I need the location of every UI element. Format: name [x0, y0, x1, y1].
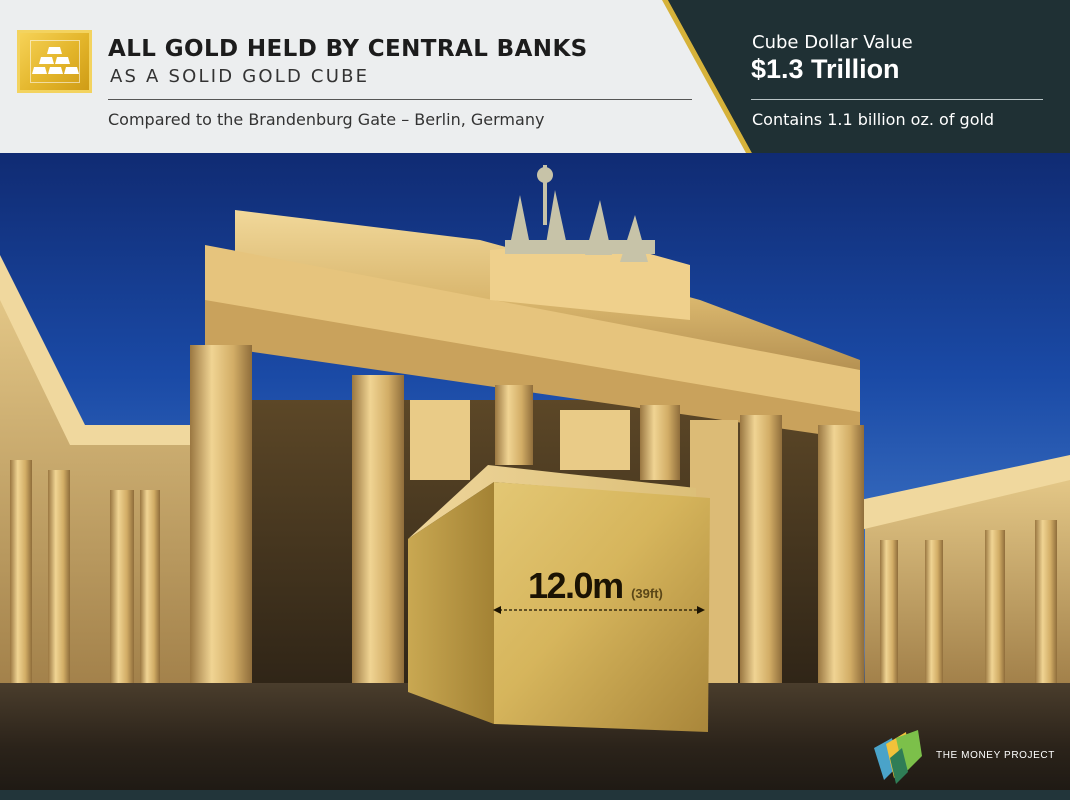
gold-bars-icon	[32, 47, 79, 74]
page-subtitle: AS A SOLID GOLD CUBE	[110, 66, 370, 87]
money-project-logo-icon	[874, 730, 922, 784]
comparison-caption: Compared to the Brandenburg Gate – Berli…	[108, 110, 545, 129]
right-wing-column	[925, 540, 943, 690]
header: ALL GOLD HELD BY CENTRAL BANKS AS A SOLI…	[0, 0, 1070, 153]
logo-frame	[30, 40, 80, 83]
gate-pier	[560, 410, 630, 470]
value-divider	[751, 99, 1043, 100]
right-wing-column	[880, 540, 898, 690]
right-wing-column	[1035, 520, 1057, 690]
gate-column	[495, 385, 533, 465]
cube-front-face	[494, 482, 710, 732]
cube-side-face	[408, 482, 494, 724]
cube-size-imperial: (39ft)	[631, 586, 663, 601]
gate-architrave	[205, 300, 860, 440]
left-wing-column	[110, 490, 134, 710]
gate-pier	[410, 400, 470, 480]
header-title-panel	[0, 0, 748, 153]
cube-size-label: 12.0m (39ft)	[528, 565, 663, 607]
cube-value-label: Cube Dollar Value	[752, 32, 913, 53]
cube-size-metric: 12.0m	[528, 565, 624, 606]
brandenburg-gate-illustration	[0, 165, 1070, 723]
right-wing-column	[985, 530, 1005, 690]
header-divider	[108, 99, 692, 100]
gate-column	[352, 375, 404, 705]
cube-top-face	[408, 465, 696, 539]
gate-column	[640, 405, 680, 480]
credit-label: THE MONEY PROJECT	[936, 750, 1055, 761]
cube-value-amount: $1.3 Trillion	[751, 54, 900, 84]
gold-cube	[408, 465, 710, 732]
left-wing-column	[10, 460, 32, 710]
gate-column	[818, 425, 864, 690]
gate-frieze	[205, 245, 860, 420]
gold-ounces-caption: Contains 1.1 billion oz. of gold	[752, 110, 995, 129]
quadriga-statue	[505, 165, 655, 262]
page-title: ALL GOLD HELD BY CENTRAL BANKS	[108, 36, 588, 62]
left-colonnade-roof	[0, 255, 195, 445]
gate-column	[740, 415, 782, 685]
gate-column	[190, 345, 252, 710]
right-colonnade-roof	[860, 455, 1070, 530]
gold-bars-logo	[17, 30, 92, 93]
left-wing-column	[48, 470, 70, 710]
double-arrow-icon	[493, 606, 705, 614]
bottom-bar	[0, 790, 1070, 800]
right-colonnade	[865, 462, 1070, 700]
left-wing-column	[140, 490, 160, 710]
